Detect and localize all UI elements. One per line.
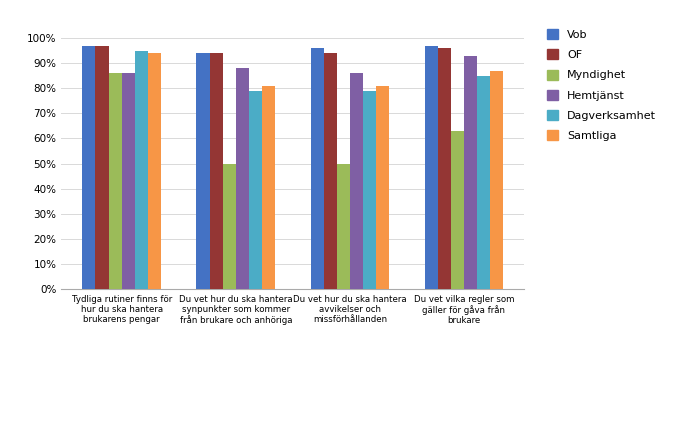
Bar	[135, 51, 148, 289]
Bar	[490, 71, 503, 289]
Bar	[196, 53, 210, 289]
Bar	[122, 73, 135, 289]
Bar	[262, 86, 275, 289]
Bar	[108, 73, 122, 289]
Bar	[451, 131, 464, 289]
Bar	[376, 86, 390, 289]
Bar	[323, 53, 336, 289]
Bar	[336, 164, 350, 289]
Bar	[82, 45, 95, 289]
Bar	[350, 73, 363, 289]
Bar	[236, 68, 249, 289]
Bar	[477, 76, 490, 289]
Bar	[210, 53, 223, 289]
Bar	[464, 56, 477, 289]
Bar	[438, 48, 451, 289]
Bar	[363, 91, 376, 289]
Legend: Vob, OF, Myndighet, Hemtjänst, Dagverksamhet, Samtliga: Vob, OF, Myndighet, Hemtjänst, Dagverksa…	[544, 26, 659, 145]
Bar	[223, 164, 236, 289]
Bar	[311, 48, 323, 289]
Bar	[95, 45, 108, 289]
Bar	[148, 53, 161, 289]
Bar	[249, 91, 262, 289]
Bar	[424, 45, 438, 289]
